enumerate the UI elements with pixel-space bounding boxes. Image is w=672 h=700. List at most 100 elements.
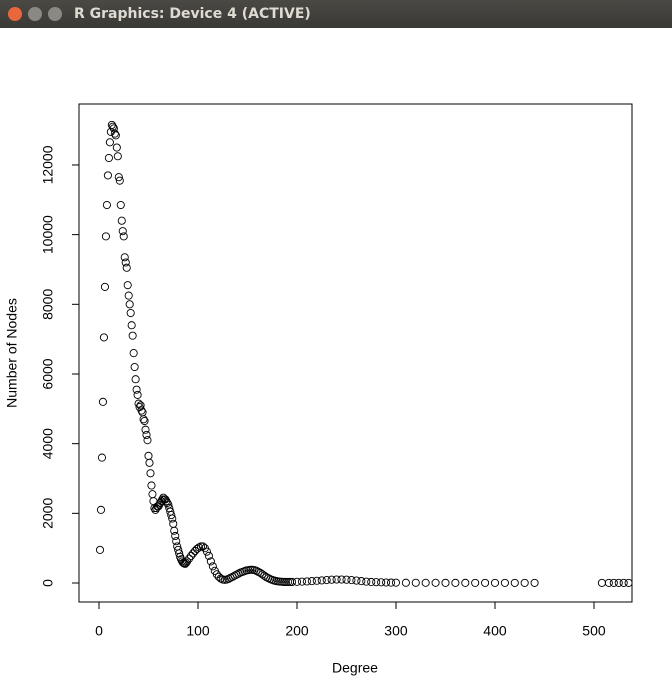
point	[119, 232, 128, 241]
y-tick-label: 8000	[40, 289, 56, 320]
point	[122, 263, 131, 272]
point	[132, 385, 141, 394]
point	[187, 551, 196, 560]
point	[133, 390, 142, 399]
point	[142, 430, 151, 440]
point	[120, 253, 129, 262]
point	[185, 554, 194, 563]
point	[146, 469, 155, 478]
point	[123, 281, 132, 290]
point	[112, 143, 121, 152]
point	[362, 577, 371, 586]
point	[202, 547, 211, 556]
points	[95, 120, 632, 587]
point	[188, 549, 198, 558]
point	[216, 574, 225, 583]
point	[95, 545, 105, 554]
point	[178, 557, 187, 566]
x-tick-label: 500	[582, 623, 606, 639]
point	[252, 566, 261, 575]
point	[163, 498, 172, 507]
x-axis-label: Degree	[332, 660, 378, 676]
point	[510, 578, 519, 587]
point	[317, 576, 326, 585]
point	[125, 300, 134, 309]
point	[171, 531, 180, 541]
point	[624, 578, 632, 587]
point	[182, 558, 191, 567]
point	[141, 425, 150, 434]
point	[100, 282, 109, 291]
point	[143, 436, 152, 445]
point	[148, 490, 157, 499]
y-tick-label: 6000	[40, 358, 56, 389]
maximize-button[interactable]	[48, 7, 62, 21]
point	[284, 577, 293, 587]
point	[168, 514, 177, 523]
point	[97, 453, 107, 462]
point	[105, 138, 114, 147]
point	[111, 131, 120, 140]
point	[206, 557, 215, 566]
point	[104, 153, 113, 163]
y-tick-label: 2000	[40, 498, 56, 529]
y-tick-label: 12000	[40, 145, 56, 184]
point	[113, 152, 122, 161]
point	[144, 451, 153, 460]
point	[401, 578, 410, 587]
point	[451, 578, 460, 587]
point	[357, 577, 366, 586]
point	[139, 415, 148, 424]
point	[208, 562, 217, 571]
point	[118, 227, 127, 236]
y-tick-label: 0	[40, 579, 56, 587]
point	[347, 576, 356, 585]
point	[254, 567, 263, 576]
y-tick-label: 4000	[40, 428, 56, 459]
point	[604, 578, 613, 587]
point	[167, 511, 176, 520]
point	[127, 321, 136, 330]
point	[377, 578, 386, 587]
point	[96, 505, 106, 514]
point	[145, 458, 154, 467]
minimize-button[interactable]	[28, 7, 42, 21]
point	[332, 575, 341, 584]
point	[372, 578, 381, 587]
point	[260, 571, 269, 580]
point	[131, 375, 140, 384]
point	[307, 577, 316, 586]
point	[115, 176, 124, 185]
point	[246, 565, 255, 574]
point	[411, 578, 420, 587]
point	[198, 542, 207, 551]
point	[471, 578, 480, 587]
x-tick-label: 300	[384, 623, 408, 639]
point	[292, 577, 302, 586]
point	[102, 200, 111, 210]
point	[126, 308, 135, 318]
point	[287, 577, 297, 587]
y-axis-label: Number of Nodes	[4, 298, 20, 408]
point	[103, 171, 112, 180]
point	[614, 578, 623, 587]
plot-box	[78, 103, 633, 603]
chart: Degree Number of Nodes 0 100 200 300 400 500 0…	[4, 103, 633, 676]
point	[117, 216, 126, 225]
point	[327, 575, 336, 584]
point	[322, 576, 331, 585]
point	[196, 542, 206, 551]
y-tick-label: 10000	[40, 215, 56, 254]
point	[386, 578, 396, 587]
point	[98, 397, 108, 406]
point	[124, 291, 133, 300]
point	[114, 173, 123, 182]
point	[609, 578, 618, 587]
point	[382, 578, 391, 587]
point	[530, 578, 539, 587]
point	[297, 577, 306, 586]
close-button[interactable]	[8, 7, 22, 21]
point	[490, 578, 500, 587]
point	[134, 399, 143, 408]
point	[179, 558, 188, 567]
